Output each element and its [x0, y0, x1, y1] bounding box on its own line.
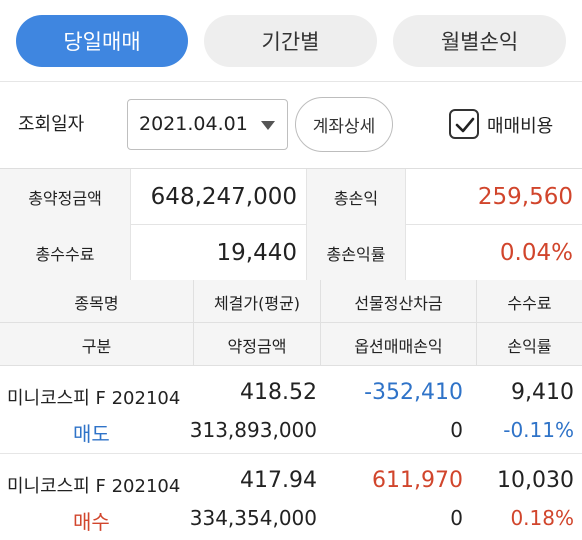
trade-side: 매도: [73, 422, 110, 446]
account-detail-button[interactable]: 계좌상세: [295, 97, 393, 152]
total-contract-value: 648,247,000: [150, 184, 297, 210]
table-row[interactable]: 미니코스피 F 202104 매수 417.94 334,354,000 611…: [0, 454, 582, 540]
total-pl-rate-label: 총손익률: [307, 225, 405, 281]
futures-settlement: 611,970: [372, 468, 463, 493]
tab-by-period[interactable]: 기간별: [204, 15, 377, 67]
instrument-name: 미니코스피 F 202104: [7, 476, 181, 497]
header-row: 구분 약정금액 옵션매매손익 손익률: [0, 323, 582, 366]
total-pl-value: 259,560: [477, 184, 573, 210]
pl-rate: -0.11%: [503, 418, 574, 442]
caret-down-icon: [261, 121, 275, 130]
trade-side: 매수: [73, 510, 110, 534]
column-header: 구분: [81, 336, 112, 356]
option-pl: 0: [450, 418, 463, 442]
date-select[interactable]: 2021.04.01: [127, 99, 288, 150]
total-fee-value: 19,440: [216, 240, 297, 266]
divider: [0, 81, 582, 82]
avg-price: 418.52: [240, 380, 317, 405]
filter-bar: 조회일자 2021.04.01 계좌상세 매매비용: [0, 82, 582, 168]
summary-row: 총약정금액 648,247,000 총손익 259,560: [0, 169, 582, 225]
date-label: 조회일자: [18, 114, 85, 135]
table-row[interactable]: 미니코스피 F 202104 매도 418.52 313,893,000 -35…: [0, 366, 582, 454]
column-header: 옵션매매손익: [354, 336, 443, 356]
column-header: 선물정산차금: [354, 293, 443, 313]
futures-settlement: -352,410: [364, 380, 463, 405]
column-header: 손익률: [507, 336, 552, 356]
column-header: 수수료: [507, 293, 552, 313]
pl-rate: 0.18%: [510, 506, 574, 530]
tab-daily-trade[interactable]: 당일매매: [16, 15, 188, 67]
fee: 9,410: [511, 380, 574, 405]
header-row: 종목명 체결가(평균) 선물정산차금 수수료: [0, 280, 582, 323]
total-pl-label: 총손익: [307, 169, 405, 225]
instrument-name: 미니코스피 F 202104: [7, 388, 181, 409]
fee: 10,030: [497, 468, 574, 493]
check-icon: [455, 117, 475, 133]
summary-table: 총약정금액 648,247,000 총손익 259,560 총수수료 19,44…: [0, 168, 582, 281]
table-header: 종목명 체결가(평균) 선물정산차금 수수료 구분 약정금액 옵션매매손익 손익…: [0, 280, 582, 366]
contract-amount: 313,893,000: [189, 418, 317, 442]
avg-price: 417.94: [240, 468, 317, 493]
fee-checkbox-label: 매매비용: [487, 116, 554, 137]
total-fee-label: 총수수료: [0, 225, 130, 281]
summary-row: 총수수료 19,440 총손익률 0.04%: [0, 225, 582, 281]
fee-checkbox[interactable]: [449, 109, 479, 139]
tab-monthly-pl[interactable]: 월별손익: [393, 15, 566, 67]
option-pl: 0: [450, 506, 463, 530]
column-header: 종목명: [74, 293, 119, 313]
total-contract-label: 총약정금액: [0, 169, 130, 225]
column-header: 약정금액: [227, 336, 287, 356]
date-value: 2021.04.01: [139, 113, 248, 135]
tab-bar: 당일매매 기간별 월별손익: [0, 0, 582, 82]
contract-amount: 334,354,000: [189, 506, 317, 530]
column-header: 체결가(평균): [213, 293, 301, 313]
total-pl-rate-value: 0.04%: [499, 240, 573, 266]
